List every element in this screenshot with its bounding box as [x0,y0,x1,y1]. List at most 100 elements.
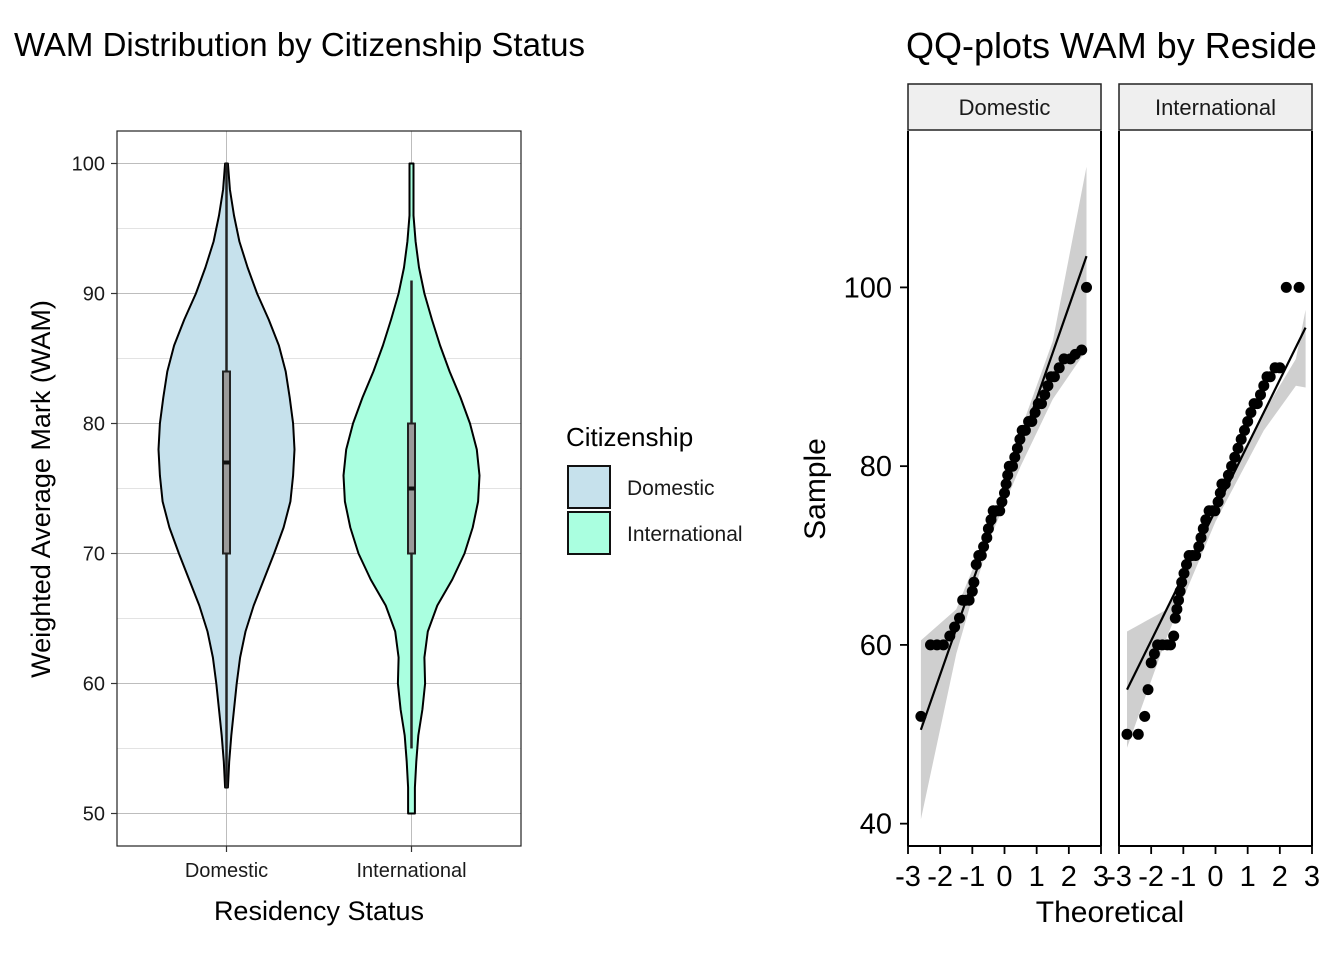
violin-x-tick-label: Domestic [185,860,268,882]
violin-boxplots [222,163,416,788]
violin-y-tick-label: 70 [83,544,105,566]
violin-y-ticks: 50 60 70 80 90 100 [72,154,117,826]
qq-point-domestic [1076,344,1088,356]
facet-strip-domestic-box [907,83,1102,131]
qq-point-international [1168,630,1180,642]
qq-point-international [1251,398,1263,410]
qq-point-domestic [985,514,997,526]
qq-point-international [1212,496,1224,508]
qq-x-ticks: -3 -2 -1 0 1 2 3-3 -2 -1 0 1 2 3 [895,846,1320,893]
qq-y-tick-label: 80 [860,451,892,483]
qq-point-domestic [996,496,1008,508]
qq-point-international [1214,487,1226,499]
qq-point-domestic [949,621,961,633]
qq-point-domestic [1007,460,1018,472]
qq-panel-international [1118,131,1313,847]
facet-strip-international: International [1118,83,1313,131]
violin-panel-border [116,130,522,847]
legend-label-international: International [627,523,743,546]
qq-point-international [1173,594,1184,606]
qq-point-domestic [981,532,993,544]
qq-x-tick-label: -1 [959,861,985,893]
qq-x-tick-label: 2 [1272,861,1288,893]
legend-title: Citizenship [566,422,693,452]
qq-point-international [1264,371,1276,383]
qq-point-international [1190,550,1202,561]
violin-x-axis-label: Residency Status [214,896,424,926]
qq-x-tick-label: -3 [1106,861,1132,893]
qq-point-international [1176,576,1188,588]
qq-x-tick-label: -2 [927,861,953,893]
facet-strip-domestic-label: Domestic [959,95,1051,120]
facet-strip-international-box [1118,83,1313,131]
qq-point-international [1258,380,1270,392]
qq-y-tick-label: 40 [860,809,892,841]
facet-strip-domestic: Domestic [907,83,1102,131]
qq-x-tick-label: -3 [895,861,921,893]
qq-panel-domestic [907,131,1102,847]
violin-y-tick-label: 90 [83,284,105,306]
qq-point-domestic [978,541,990,553]
qq-point-international [1193,541,1205,553]
qq-point-international [1274,362,1286,374]
qq-x-tick-label: 0 [996,861,1012,893]
legend: Citizenship Domestic International [566,422,743,555]
qq-point-international [1142,684,1154,696]
qq-point-international [1169,612,1181,624]
qq-point-international [1239,424,1250,436]
qq-point-domestic [1081,281,1092,293]
qq-point-domestic [1029,407,1041,418]
legend-swatch-domestic [567,465,611,509]
qq-y-tick-label: 100 [844,272,892,304]
qq-panels [907,131,1313,847]
qq-x-tick-label: -1 [1170,861,1196,893]
qq-point-domestic [975,550,987,561]
qq-point-international [1280,281,1292,293]
qq-point-domestic [994,505,1006,517]
qq-point-domestic [915,710,927,722]
qq-point-international [1148,648,1160,660]
qq-point-international [1145,657,1157,669]
qq-x-tick-label: 3 [1093,861,1109,893]
qq-point-international [1232,442,1244,454]
qq-y-axis-label: Sample [799,438,832,540]
qq-x-tick-label: 1 [1029,861,1045,893]
violin-y-tick-label: 60 [83,674,105,696]
qq-point-international [1132,728,1144,740]
violin-x-ticks: Domestic International [185,846,467,882]
qq-point-international [1200,514,1212,526]
qq-point-domestic [1009,451,1021,463]
qq-point-domestic [1036,398,1047,410]
qq-point-domestic [1019,424,1031,436]
qq-point-international [1293,281,1305,293]
qq-point-domestic [937,639,949,651]
qq-point-domestic [1053,362,1065,374]
qq-point-domestic [966,585,978,597]
qq-point-international [1165,639,1176,651]
qq-y-tick-label: 60 [860,630,892,662]
qq-point-domestic [1002,469,1014,481]
qq-point-international [1209,505,1221,517]
qq-x-tick-label: -2 [1138,861,1164,893]
qq-point-international [1195,532,1207,544]
violin-title: WAM Distribution by Citizenship Status [14,26,585,63]
qq-point-domestic [999,487,1010,499]
qq-y-ticks: 40 60 80 100 [844,272,908,841]
qq-x-tick-label: 2 [1061,861,1077,893]
qq-point-international [1174,585,1186,597]
qq-point-international [1245,407,1257,418]
qq-point-domestic [963,594,975,606]
qq-point-international [1171,603,1183,615]
qq-point-domestic [1000,478,1012,490]
violin-y-tick-label: 50 [83,804,105,826]
qq-confidence-band-international [1127,309,1306,748]
qq-point-domestic [1039,389,1051,401]
qq-point-international [1222,469,1234,481]
qq-point-domestic [968,576,980,588]
violin-y-axis-label: Weighted Average Mark (WAM) [26,300,56,678]
qq-point-domestic [1042,380,1054,392]
qq-point-international [1181,559,1192,570]
qq-point-international [1226,460,1238,472]
qq-point-international [1197,523,1209,535]
